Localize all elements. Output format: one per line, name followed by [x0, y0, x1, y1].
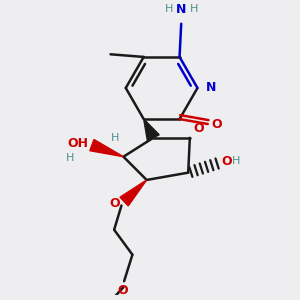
- Text: OH: OH: [67, 137, 88, 150]
- Polygon shape: [144, 119, 159, 141]
- Text: O: O: [110, 197, 120, 210]
- Text: N: N: [176, 3, 186, 16]
- Text: O: O: [212, 118, 222, 130]
- Text: H: H: [232, 156, 241, 166]
- Text: O: O: [194, 122, 204, 135]
- Text: H: H: [190, 4, 198, 14]
- Text: O: O: [221, 154, 232, 167]
- Polygon shape: [90, 140, 123, 157]
- Text: H: H: [164, 4, 173, 14]
- Text: N: N: [206, 82, 216, 94]
- Text: O: O: [117, 284, 128, 297]
- Text: H: H: [111, 133, 119, 143]
- Polygon shape: [120, 180, 147, 206]
- Text: H: H: [66, 153, 74, 164]
